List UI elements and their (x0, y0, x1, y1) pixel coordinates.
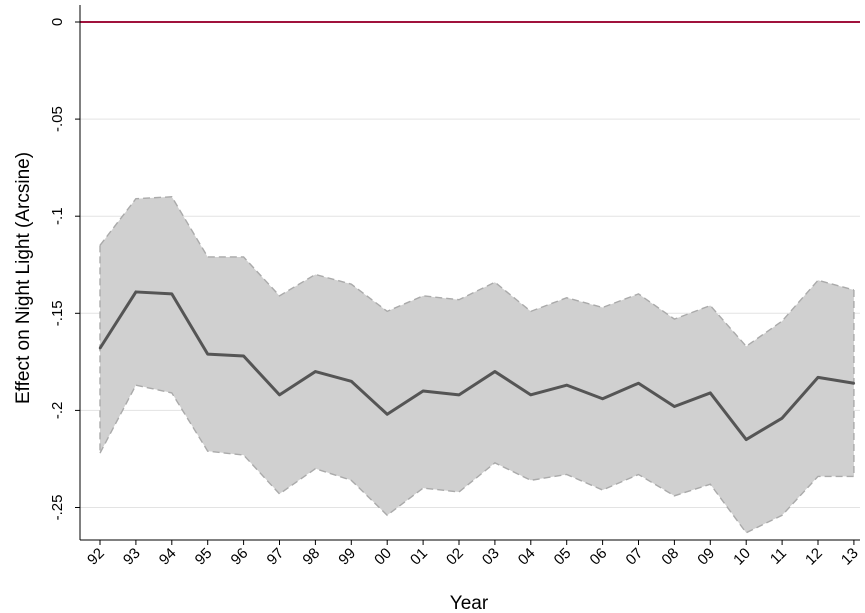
data-point-97 (278, 393, 281, 397)
data-point-10 (745, 438, 748, 441)
data-point-09 (709, 391, 712, 395)
y-tick-label: -.2 (49, 402, 66, 420)
y-tick-label: -.25 (49, 495, 66, 521)
y-axis-label: Effect on Night Light (Arcsine) (13, 152, 34, 404)
series-group (98, 290, 856, 442)
data-point-93 (134, 290, 138, 294)
x-axis-label: Year (450, 593, 489, 613)
data-point-98 (314, 370, 317, 373)
data-point-06 (601, 397, 604, 400)
data-point-00 (386, 413, 389, 416)
upper-bound-line (99, 196, 855, 348)
data-point-03 (493, 370, 497, 373)
data-point-99 (350, 380, 353, 383)
data-point-94 (170, 292, 173, 296)
data-point-08 (673, 405, 676, 408)
y-tick-label: -.15 (49, 300, 66, 326)
data-point-96 (242, 354, 245, 358)
series-line-0 (98, 290, 855, 442)
data-point-01 (421, 389, 425, 393)
data-point-07 (637, 382, 640, 385)
y-tick-label: -.05 (49, 106, 66, 132)
axes (79, 5, 860, 541)
data-point-92 (98, 347, 102, 350)
y-tick-label: 0 (49, 18, 66, 26)
data-point-11 (780, 416, 784, 420)
data-point-13 (852, 382, 856, 385)
confidence-band-area (100, 196, 854, 533)
data-point-02 (457, 393, 461, 397)
y-tick-label: -.1 (49, 207, 66, 225)
data-point-12 (816, 376, 820, 379)
data-point-05 (565, 383, 568, 387)
data-point-04 (529, 393, 532, 397)
data-point-95 (206, 352, 209, 356)
y-ticks: 0 -.05 -.1 -.15 -.2 -.25 (49, 18, 80, 521)
lower-bound-line (99, 384, 854, 534)
